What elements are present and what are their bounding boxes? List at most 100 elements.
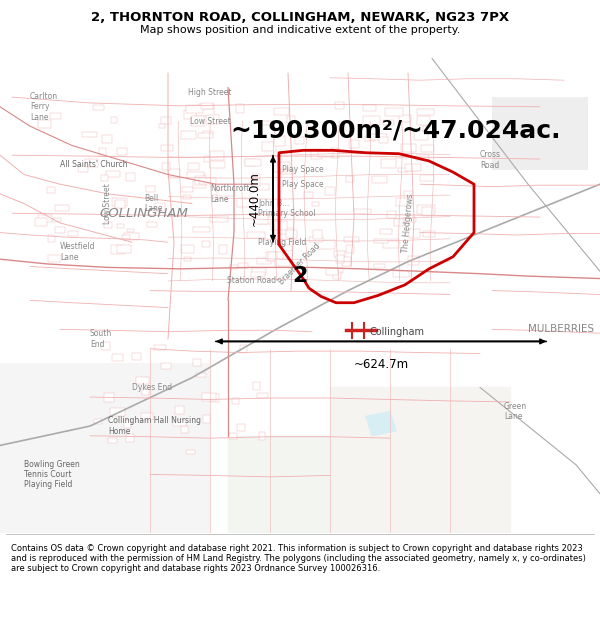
Bar bbox=[319, 151, 333, 156]
Bar bbox=[104, 393, 114, 402]
Bar bbox=[127, 229, 134, 232]
Text: The Hedgerows: The Hedgerows bbox=[401, 193, 415, 253]
Bar bbox=[374, 264, 385, 268]
Bar bbox=[278, 228, 294, 234]
Bar bbox=[167, 169, 181, 177]
Bar bbox=[82, 132, 97, 137]
Bar bbox=[247, 232, 265, 239]
Bar bbox=[259, 432, 265, 440]
Bar bbox=[271, 221, 287, 230]
Bar bbox=[422, 207, 433, 216]
Bar bbox=[237, 424, 245, 431]
Bar bbox=[193, 181, 206, 188]
Bar bbox=[236, 104, 244, 113]
Bar bbox=[313, 230, 322, 239]
Bar bbox=[404, 217, 416, 222]
Bar bbox=[417, 109, 434, 115]
Bar bbox=[309, 237, 323, 241]
Bar bbox=[417, 116, 430, 125]
Bar bbox=[199, 177, 216, 184]
Bar bbox=[161, 145, 173, 151]
Bar bbox=[346, 245, 354, 252]
Bar bbox=[346, 176, 354, 182]
Text: Bell
Lane: Bell Lane bbox=[144, 194, 163, 213]
Bar bbox=[395, 154, 408, 158]
Bar bbox=[274, 108, 289, 116]
Bar bbox=[47, 188, 55, 193]
Bar bbox=[49, 255, 61, 262]
Bar bbox=[304, 192, 313, 199]
Bar bbox=[421, 145, 434, 152]
Bar bbox=[184, 110, 196, 119]
Bar bbox=[188, 163, 199, 170]
Bar bbox=[115, 200, 125, 208]
Bar bbox=[210, 394, 219, 402]
Polygon shape bbox=[366, 411, 396, 436]
Bar bbox=[50, 113, 61, 119]
Bar bbox=[349, 140, 359, 148]
Bar bbox=[110, 408, 125, 416]
Bar bbox=[262, 142, 276, 151]
Bar bbox=[416, 155, 429, 160]
Bar bbox=[203, 131, 214, 136]
Bar bbox=[210, 216, 227, 222]
Text: MULBERRIES: MULBERRIES bbox=[528, 324, 594, 334]
Bar bbox=[101, 176, 107, 181]
Text: Contains OS data © Crown copyright and database right 2021. This information is : Contains OS data © Crown copyright and d… bbox=[11, 544, 586, 573]
Bar bbox=[210, 151, 224, 159]
Bar bbox=[417, 204, 435, 214]
Bar bbox=[196, 107, 214, 116]
Bar bbox=[381, 159, 396, 168]
Bar bbox=[202, 393, 215, 401]
Bar bbox=[312, 202, 319, 206]
Text: Map shows position and indicative extent of the property.: Map shows position and indicative extent… bbox=[140, 25, 460, 35]
Bar bbox=[422, 231, 435, 237]
Bar bbox=[175, 406, 184, 414]
Bar bbox=[405, 164, 421, 171]
Bar bbox=[202, 241, 210, 247]
Bar bbox=[147, 222, 157, 227]
Bar bbox=[68, 231, 79, 236]
Bar bbox=[295, 138, 304, 144]
Bar bbox=[104, 222, 112, 228]
Bar bbox=[325, 187, 335, 195]
Bar bbox=[55, 227, 65, 233]
Bar bbox=[259, 217, 274, 224]
Bar bbox=[251, 272, 265, 277]
Bar bbox=[187, 106, 203, 113]
Polygon shape bbox=[0, 363, 210, 532]
Text: Play Space: Play Space bbox=[282, 180, 323, 189]
Bar bbox=[181, 426, 188, 433]
Bar bbox=[372, 176, 387, 183]
Bar bbox=[217, 191, 235, 196]
Bar bbox=[38, 120, 51, 128]
Text: All Saints' Church: All Saints' Church bbox=[60, 161, 128, 169]
Bar bbox=[190, 174, 205, 178]
Bar bbox=[229, 265, 238, 269]
Text: Low Street: Low Street bbox=[190, 117, 230, 126]
Bar bbox=[115, 202, 122, 209]
Bar bbox=[193, 227, 210, 232]
Bar bbox=[94, 104, 104, 110]
Bar bbox=[278, 162, 290, 169]
Bar bbox=[245, 159, 261, 166]
Bar bbox=[85, 159, 98, 167]
Text: ~190300m²/~47.024ac.: ~190300m²/~47.024ac. bbox=[231, 119, 561, 143]
Bar bbox=[124, 420, 131, 428]
Bar bbox=[161, 118, 171, 124]
Bar bbox=[112, 198, 127, 206]
Bar bbox=[181, 131, 196, 139]
Bar bbox=[404, 191, 412, 199]
Bar bbox=[94, 419, 101, 424]
Bar bbox=[414, 131, 428, 140]
Bar bbox=[161, 363, 170, 369]
Bar bbox=[393, 271, 409, 277]
Bar bbox=[419, 174, 434, 181]
Bar bbox=[274, 136, 284, 146]
Text: Bowling Green
Tennis Court
Playing Field: Bowling Green Tennis Court Playing Field bbox=[24, 459, 80, 489]
Bar bbox=[173, 420, 186, 426]
Bar bbox=[280, 169, 295, 174]
Bar bbox=[336, 256, 344, 263]
Text: Low Street: Low Street bbox=[104, 183, 113, 224]
Text: Green
Lane: Green Lane bbox=[504, 402, 527, 421]
